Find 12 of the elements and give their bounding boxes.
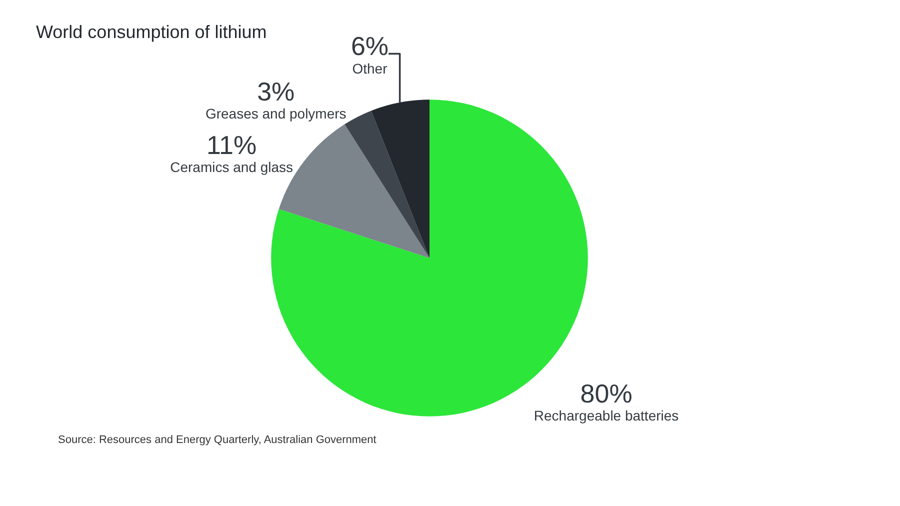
pie-slice bbox=[344, 110, 430, 258]
slice-label: Rechargeable batteries bbox=[534, 408, 679, 424]
data-label: 80% bbox=[580, 378, 632, 408]
chart-title: World consumption of lithium bbox=[36, 22, 267, 42]
source-note: Source: Resources and Energy Quarterly, Australian Government bbox=[58, 434, 376, 446]
slice-label: Ceramics and glass bbox=[170, 159, 294, 176]
data-label: 6% bbox=[350, 31, 389, 62]
slice-label: Greases and polymers bbox=[205, 106, 346, 122]
data-label: 11% bbox=[206, 130, 257, 160]
data-label: 3% bbox=[257, 76, 295, 106]
pie-slice bbox=[371, 100, 430, 258]
slice-label: Other bbox=[352, 60, 388, 76]
